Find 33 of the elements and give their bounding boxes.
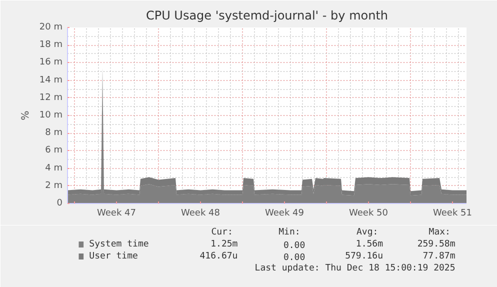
legend-label: User time [89, 252, 138, 262]
x-tick-label: Week 49 [265, 208, 304, 218]
y-tick-label: 18 m [39, 40, 63, 50]
y-tick-label: 16 m [39, 58, 63, 68]
text: 259.58m [417, 240, 456, 250]
y-axis-title: % [20, 110, 32, 120]
y-tick-label: 4 m [45, 163, 63, 174]
text: 1.25m [210, 240, 238, 250]
legend-label: System time [89, 240, 149, 250]
x-tick-label: Week 48 [181, 208, 220, 218]
text: Min: [278, 228, 300, 238]
text: 416.67u [200, 252, 238, 262]
y-tick-label: 12 m [39, 92, 63, 103]
text: 579.16u [345, 252, 384, 262]
text: 1.56m [356, 240, 384, 250]
y-tick-label: 10 m [39, 110, 63, 120]
y-tick-label: 8 m [45, 128, 63, 138]
text: 0.00 [283, 253, 306, 263]
text: 0.00 [283, 241, 306, 251]
text: Avg: [356, 228, 378, 238]
x-tick-label: Week 47 [97, 208, 136, 218]
y-tick-label: 14 m [39, 75, 63, 86]
y-tick-label: 20 m [39, 22, 63, 32]
y-tick-label: 2 m [45, 180, 63, 191]
text: Cur: [211, 228, 233, 238]
x-tick-label: Week 51 [433, 208, 472, 218]
x-tick-label: Week 50 [349, 208, 388, 218]
y-tick-label: 0 [56, 198, 63, 208]
text: 77.87m [422, 252, 456, 262]
y-tick-label: 6 m [45, 146, 63, 156]
text: Max: [428, 228, 450, 238]
text: Last update: Thu Dec 18 15:00:19 2025 [254, 264, 456, 274]
chart-title: CPU Usage 'systemd-journal' - by month [146, 8, 388, 22]
